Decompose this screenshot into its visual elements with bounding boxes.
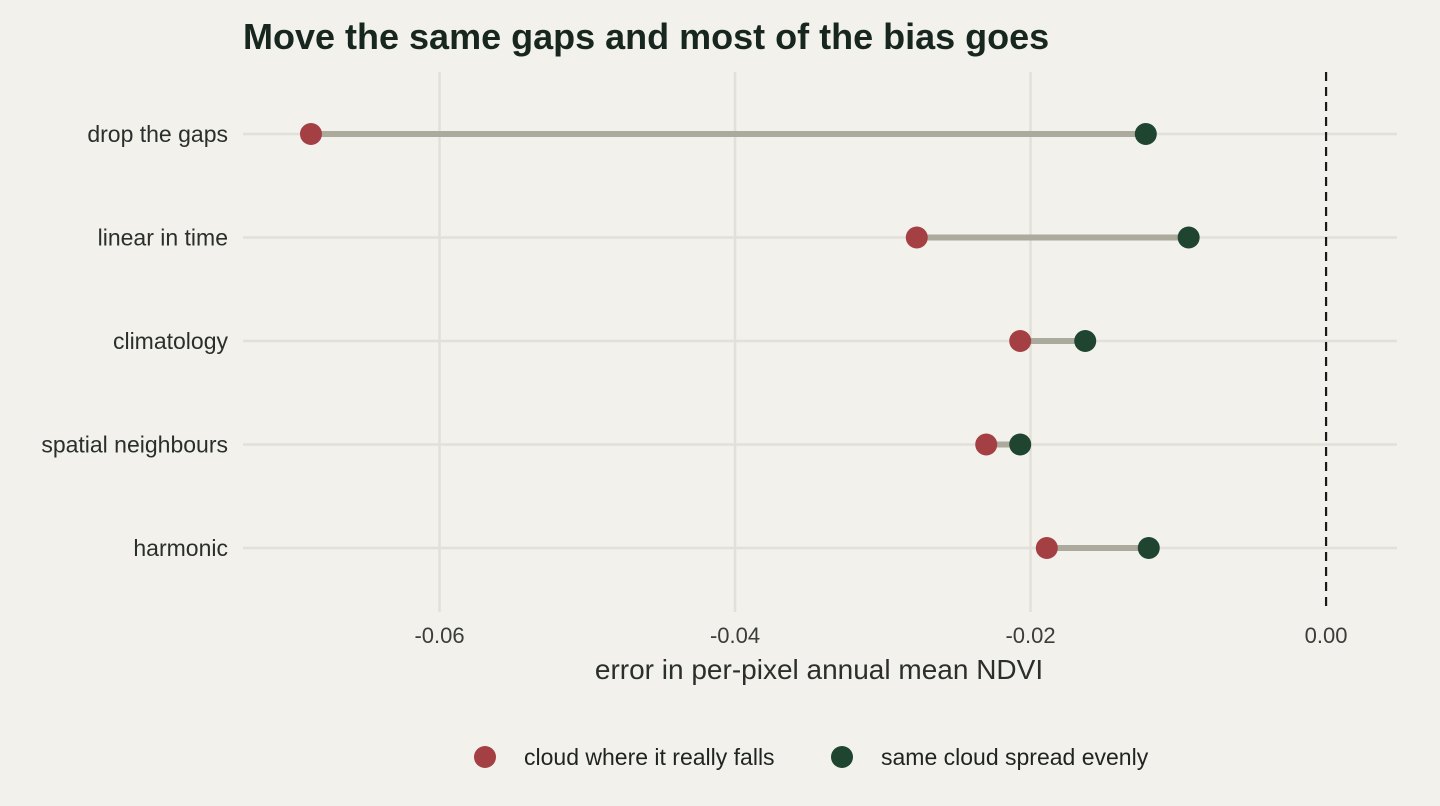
x-tick-labels: -0.06 -0.04 -0.02 0.00 — [414, 623, 1347, 648]
x-tick-label: -0.06 — [414, 623, 464, 648]
x-tick-label: 0.00 — [1305, 623, 1348, 648]
x-tick-label: -0.02 — [1005, 623, 1055, 648]
legend-label: cloud where it really falls — [524, 744, 775, 770]
legend: cloud where it really falls same cloud sp… — [474, 744, 1149, 770]
category-labels: drop the gaps linear in time climatology sp… — [41, 121, 228, 561]
legend-swatch — [831, 746, 853, 768]
category-label: climatology — [113, 328, 229, 354]
point-cloud-even — [1074, 330, 1097, 352]
point-cloud-real — [1009, 330, 1032, 352]
point-layer — [299, 123, 1200, 559]
point-cloud-even — [1009, 433, 1032, 456]
point-cloud-real — [905, 226, 928, 249]
point-cloud-even — [1134, 123, 1157, 145]
legend-label: same cloud spread evenly — [881, 744, 1149, 770]
point-cloud-real — [1035, 537, 1058, 559]
category-label: linear in time — [98, 225, 228, 251]
chart-title: Move the same gaps and most of the bias … — [243, 16, 1049, 57]
category-label: drop the gaps — [87, 121, 228, 147]
point-cloud-real — [975, 433, 998, 456]
point-cloud-real — [299, 123, 322, 145]
category-label: harmonic — [133, 535, 228, 561]
x-axis-title: error in per-pixel annual mean NDVI — [595, 654, 1043, 685]
x-tick-label: -0.04 — [710, 623, 760, 648]
point-cloud-even — [1177, 226, 1200, 249]
category-label: spatial neighbours — [41, 432, 228, 458]
legend-swatch — [474, 746, 496, 768]
point-cloud-even — [1137, 537, 1160, 559]
